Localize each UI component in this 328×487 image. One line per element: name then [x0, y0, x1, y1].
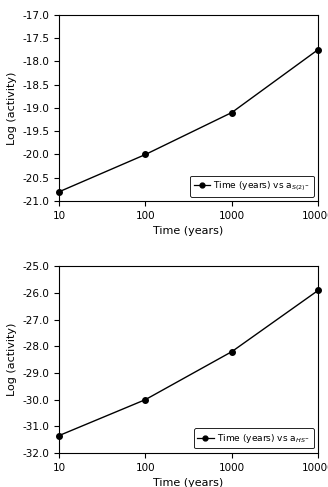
- X-axis label: Time (years): Time (years): [154, 478, 224, 487]
- Legend: Time (years) vs a$_{HS^{-}}$: Time (years) vs a$_{HS^{-}}$: [194, 428, 314, 449]
- Y-axis label: Log (activity): Log (activity): [7, 323, 17, 396]
- X-axis label: Time (years): Time (years): [154, 226, 224, 236]
- Legend: Time (years) vs a$_{S(2)^{-}}$: Time (years) vs a$_{S(2)^{-}}$: [190, 176, 314, 197]
- Y-axis label: Log (activity): Log (activity): [7, 71, 17, 145]
